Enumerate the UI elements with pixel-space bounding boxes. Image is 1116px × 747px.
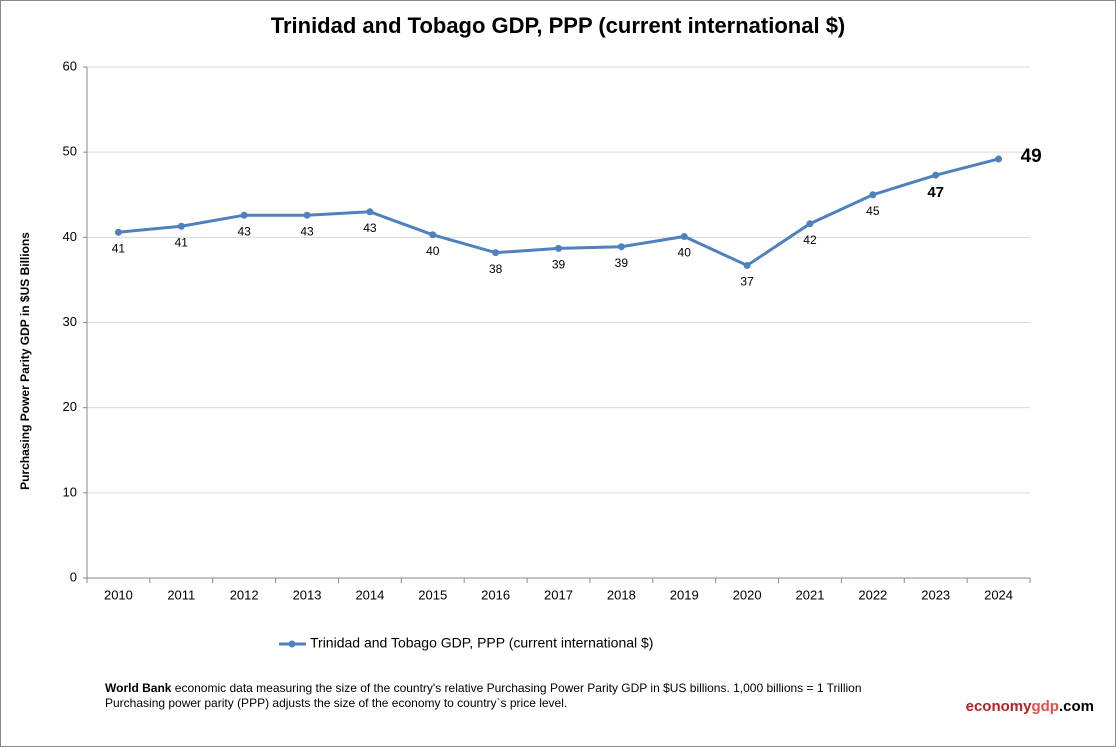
footnote-source: World Bank bbox=[105, 681, 172, 695]
y-tick-label: 40 bbox=[63, 229, 77, 244]
x-tick-label: 2014 bbox=[355, 587, 384, 602]
data-label: 39 bbox=[552, 258, 566, 272]
x-tick-label: 2012 bbox=[230, 587, 259, 602]
data-label: 38 bbox=[489, 262, 503, 276]
brand-part: gdp bbox=[1031, 698, 1059, 715]
point bbox=[429, 231, 437, 239]
y-tick-label: 20 bbox=[63, 399, 77, 414]
y-tick-label: 10 bbox=[63, 484, 77, 499]
brand: economygdp.com bbox=[966, 698, 1094, 715]
brand-part: .com bbox=[1059, 698, 1094, 715]
x-tick-label: 2018 bbox=[607, 587, 636, 602]
data-label: 40 bbox=[426, 244, 440, 258]
point bbox=[869, 191, 877, 199]
x-tick-label: 2021 bbox=[796, 587, 825, 602]
footnote: World Bank economic data measuring the s… bbox=[105, 681, 862, 695]
point bbox=[114, 228, 122, 236]
point bbox=[366, 208, 374, 216]
point bbox=[995, 155, 1003, 163]
x-tick-label: 2010 bbox=[104, 587, 133, 602]
data-label: 41 bbox=[175, 235, 189, 249]
x-tick-label: 2015 bbox=[418, 587, 447, 602]
legend-label: Trinidad and Tobago GDP, PPP (current in… bbox=[310, 635, 653, 651]
footnote-line: Purchasing power parity (PPP) adjusts th… bbox=[105, 696, 567, 710]
point bbox=[177, 222, 185, 230]
data-label: 43 bbox=[237, 224, 251, 238]
point bbox=[932, 171, 940, 179]
data-label: 47 bbox=[927, 184, 944, 201]
point bbox=[492, 249, 500, 257]
data-label: 49 bbox=[1021, 146, 1042, 167]
x-tick-label: 2024 bbox=[984, 587, 1013, 602]
x-tick-label: 2020 bbox=[733, 587, 762, 602]
point bbox=[555, 244, 562, 252]
data-label: 42 bbox=[803, 233, 817, 247]
y-tick-label: 0 bbox=[70, 569, 77, 584]
point bbox=[680, 232, 688, 240]
legend-swatch bbox=[288, 640, 296, 648]
x-tick-label: 2011 bbox=[167, 587, 195, 602]
x-tick-label: 2016 bbox=[481, 587, 510, 602]
point bbox=[303, 211, 311, 219]
point bbox=[806, 220, 814, 228]
data-label: 43 bbox=[300, 224, 314, 238]
data-label: 39 bbox=[615, 256, 629, 270]
data-label: 41 bbox=[112, 241, 126, 255]
y-tick-label: 60 bbox=[63, 58, 77, 73]
x-tick-label: 2019 bbox=[670, 587, 699, 602]
data-label: 43 bbox=[363, 221, 377, 235]
data-label: 45 bbox=[866, 204, 880, 218]
point bbox=[240, 211, 248, 219]
data-label: 37 bbox=[740, 275, 754, 289]
data-label: 40 bbox=[678, 246, 692, 260]
footnote-text: economic data measuring the size of the … bbox=[171, 681, 861, 695]
point bbox=[617, 243, 625, 251]
y-axis-label: Purchasing Power Parity GDP in $US Billi… bbox=[18, 232, 32, 490]
x-tick-label: 2017 bbox=[544, 587, 573, 602]
chart-title: Trinidad and Tobago GDP, PPP (current in… bbox=[271, 13, 846, 38]
y-tick-label: 30 bbox=[63, 314, 77, 329]
y-tick-label: 50 bbox=[63, 144, 77, 159]
x-tick-label: 2022 bbox=[858, 587, 887, 602]
x-tick-label: 2023 bbox=[921, 587, 950, 602]
point bbox=[743, 261, 751, 269]
x-tick-label: 2013 bbox=[293, 587, 322, 602]
brand-part: economy bbox=[966, 698, 1033, 715]
